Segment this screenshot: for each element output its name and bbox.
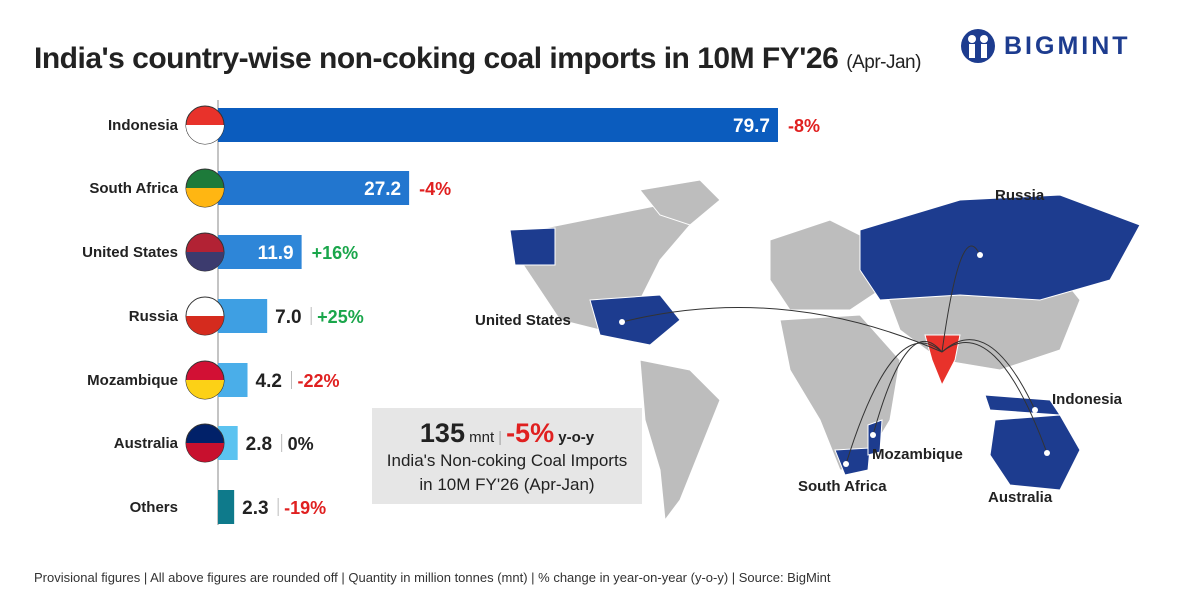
summary-box: 135 mnt | -5% y-o-y India's Non-coking Coa… bbox=[372, 408, 642, 504]
flag-icon bbox=[185, 296, 225, 336]
title-text: India's country-wise non-coking coal imp… bbox=[34, 42, 839, 75]
origin-dot bbox=[843, 461, 849, 467]
yoy-change-label: 0% bbox=[288, 434, 314, 454]
map-label-mozambique: Mozambique bbox=[872, 446, 963, 463]
category-label: Russia bbox=[129, 308, 179, 325]
footer-note: Provisional figures | All above figures … bbox=[34, 570, 831, 585]
value-label: 27.2 bbox=[364, 179, 401, 200]
trade-route-line bbox=[845, 342, 943, 465]
value-label: 2.8 bbox=[246, 434, 272, 455]
yoy-change-label: +25% bbox=[317, 307, 364, 327]
map-usa bbox=[589, 294, 681, 346]
map-europe bbox=[769, 219, 881, 311]
yoy-change-label: -8% bbox=[788, 116, 820, 136]
logo-icon bbox=[961, 29, 995, 63]
yoy-change-label: -22% bbox=[298, 371, 340, 391]
flag-icon bbox=[185, 168, 225, 208]
bigmint-logo: BIGMINT bbox=[960, 28, 1131, 64]
summary-change-label: y-o-y bbox=[558, 429, 595, 446]
map-alaska bbox=[509, 227, 556, 266]
flag-icon bbox=[185, 105, 225, 145]
title-period: (Apr-Jan) bbox=[846, 52, 921, 73]
bar-others bbox=[218, 490, 235, 524]
origin-dot bbox=[1032, 407, 1038, 413]
map-south-america bbox=[639, 359, 721, 522]
bar-russia bbox=[218, 299, 268, 333]
map-south-africa bbox=[834, 447, 871, 476]
yoy-change-label: -19% bbox=[284, 498, 326, 518]
bar-indonesia bbox=[218, 108, 778, 142]
map-russia bbox=[859, 194, 1141, 301]
value-label: 7.0 bbox=[275, 307, 301, 328]
chart-title: India's country-wise non-coking coal imp… bbox=[34, 42, 921, 76]
category-label: United States bbox=[82, 244, 178, 261]
trade-route-line bbox=[872, 341, 943, 436]
summary-line2: in 10M FY'26 (Apr-Jan) bbox=[419, 475, 595, 494]
value-label: 2.3 bbox=[242, 498, 268, 519]
value-label: 79.7 bbox=[733, 116, 770, 137]
value-label: 4.2 bbox=[256, 371, 282, 392]
map-label-south-africa: South Africa bbox=[798, 478, 887, 495]
map-label-australia: Australia bbox=[988, 489, 1053, 506]
flag-icon bbox=[185, 423, 225, 463]
map-greenland bbox=[639, 179, 721, 226]
summary-unit: mnt bbox=[469, 429, 495, 446]
map-indonesia bbox=[984, 394, 1061, 416]
flag-icon bbox=[185, 360, 225, 400]
summary-line1: India's Non-coking Coal Imports bbox=[386, 451, 628, 470]
bar-australia bbox=[218, 426, 238, 460]
origin-dot bbox=[1044, 450, 1050, 456]
yoy-change-label: +16% bbox=[312, 243, 359, 263]
origin-dot bbox=[619, 319, 625, 325]
summary-change: -5% bbox=[506, 418, 555, 448]
trade-route-line bbox=[941, 245, 981, 353]
category-label: Australia bbox=[114, 435, 179, 452]
category-label: Indonesia bbox=[108, 117, 179, 134]
bar-united-states bbox=[218, 235, 302, 269]
value-label: 11.9 bbox=[258, 243, 294, 264]
origin-dot bbox=[870, 432, 876, 438]
map-label-indonesia: Indonesia bbox=[1052, 391, 1123, 408]
trade-route-line bbox=[621, 306, 943, 353]
summary-total: 135 bbox=[419, 418, 465, 448]
bar-south-africa bbox=[218, 171, 410, 205]
category-label: Others bbox=[130, 499, 178, 516]
trade-route-line bbox=[941, 339, 1036, 411]
flag-icon bbox=[185, 232, 225, 272]
map-label-russia: Russia bbox=[995, 187, 1045, 204]
map-australia bbox=[989, 414, 1081, 491]
trade-route-line bbox=[941, 341, 1048, 454]
map-india bbox=[924, 334, 961, 387]
yoy-change-label: -4% bbox=[419, 179, 451, 199]
category-label: South Africa bbox=[89, 180, 178, 197]
logo-text: BIGMINT bbox=[1004, 31, 1131, 60]
origin-dot bbox=[977, 252, 983, 258]
map-label-united-states: United States bbox=[475, 312, 571, 329]
category-label: Mozambique bbox=[87, 372, 178, 389]
